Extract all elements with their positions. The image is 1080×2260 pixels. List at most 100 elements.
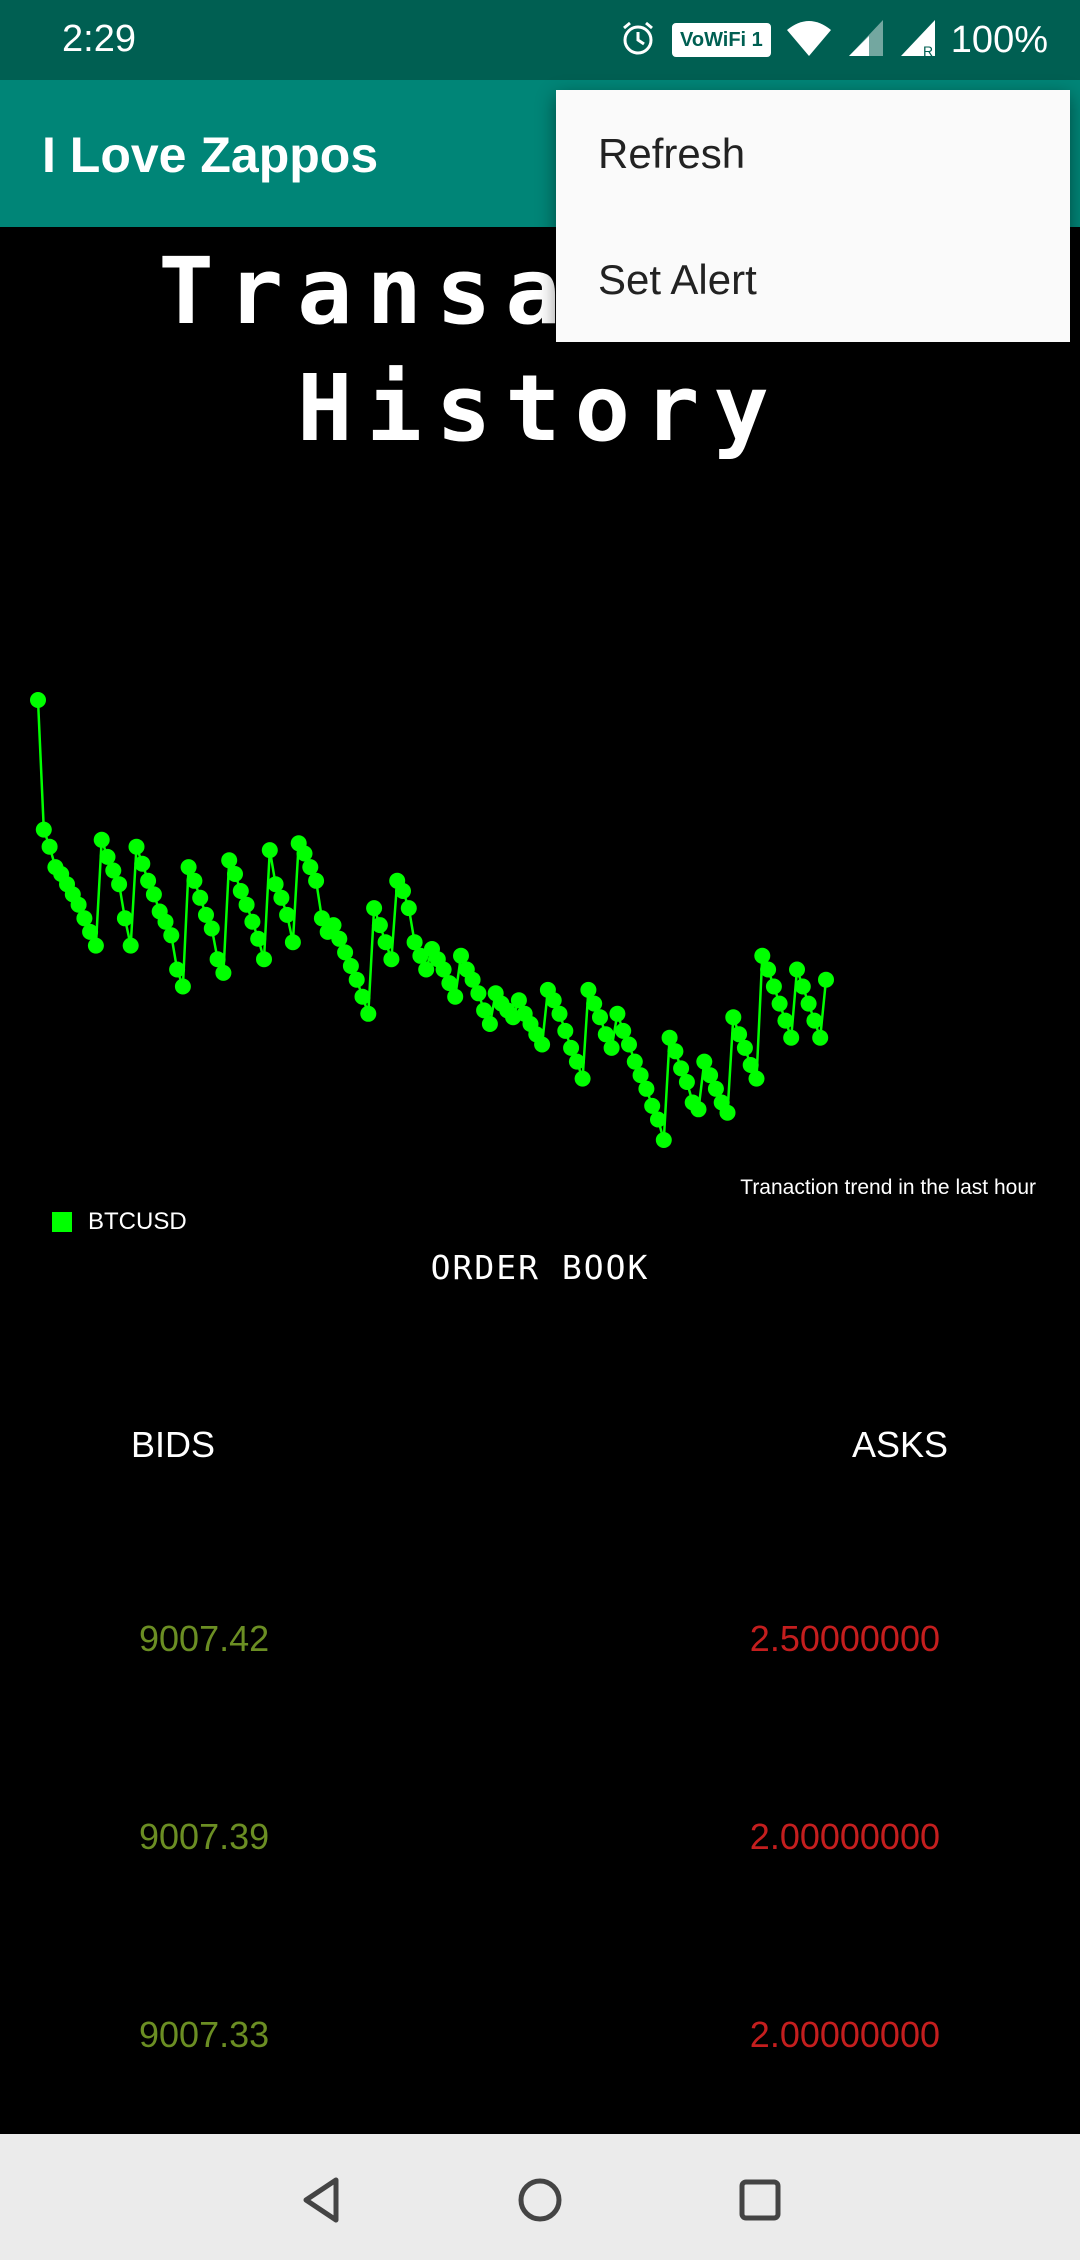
bid-price: 9007.33 xyxy=(139,2014,270,2055)
chart-point xyxy=(597,1026,614,1043)
chart-point xyxy=(366,900,383,917)
chart-point xyxy=(650,1111,666,1128)
chart-point xyxy=(418,961,435,978)
signal-icon xyxy=(847,18,885,63)
chart-point xyxy=(383,951,400,968)
chart-point xyxy=(441,975,458,992)
chart-point xyxy=(673,1060,690,1077)
chart-point xyxy=(105,862,122,879)
chart-point xyxy=(232,883,249,899)
chart-point xyxy=(481,1016,498,1032)
wifi-icon xyxy=(785,18,833,63)
chart-point xyxy=(789,961,805,978)
chart-point xyxy=(313,910,330,927)
chart-point xyxy=(116,910,133,927)
chart-point xyxy=(586,995,603,1012)
page-heading-line2: History xyxy=(297,355,783,462)
chart-point xyxy=(655,1132,672,1148)
alarm-icon xyxy=(618,18,658,63)
chart-point xyxy=(203,920,220,937)
chart-point xyxy=(128,838,145,855)
order-row: 9007.39 2.00000000 xyxy=(0,1816,1080,1876)
status-time: 2:29 xyxy=(62,18,136,60)
chart-point xyxy=(76,910,93,927)
chart-point xyxy=(719,1104,736,1121)
chart-point xyxy=(395,883,411,899)
chart-point xyxy=(267,876,284,893)
chart-point xyxy=(661,1029,678,1046)
chart-point xyxy=(632,1067,649,1084)
chart-point xyxy=(534,1036,551,1053)
chart-point xyxy=(580,981,597,998)
bid-price: 9007.42 xyxy=(139,1618,270,1659)
chart-point xyxy=(812,1029,829,1046)
home-icon[interactable] xyxy=(510,2170,570,2230)
chart-point xyxy=(227,866,243,882)
chart-point xyxy=(70,896,87,913)
chart-point xyxy=(818,971,834,988)
chart-points xyxy=(30,692,834,1148)
chart-point xyxy=(122,937,139,954)
chart-point xyxy=(244,913,261,930)
chart-point xyxy=(145,886,162,903)
ask-amount: 2.00000000 xyxy=(749,2014,940,2055)
chart-point xyxy=(192,889,209,906)
chart-point xyxy=(678,1074,695,1090)
chart-point xyxy=(250,930,267,947)
chart-point xyxy=(464,971,481,988)
chart-point xyxy=(603,1039,620,1056)
chart-point xyxy=(331,930,348,947)
chart-point xyxy=(702,1067,719,1084)
status-bar: 2:29 VoWiFi 1 R 100% xyxy=(0,0,1080,80)
chart-point xyxy=(140,872,157,889)
navigation-bar xyxy=(0,2134,1080,2260)
bids-header: BIDS xyxy=(131,1424,216,1465)
chart-point xyxy=(615,1022,632,1039)
chart-point xyxy=(348,971,365,988)
chart-point xyxy=(563,1039,580,1056)
bid-price: 9007.39 xyxy=(139,1816,270,1857)
chart-point xyxy=(742,1057,759,1073)
chart-point xyxy=(342,958,359,974)
chart-point xyxy=(412,947,429,964)
chart-point xyxy=(296,845,313,862)
chart-legend: BTCUSD xyxy=(52,1208,187,1236)
back-icon[interactable] xyxy=(292,2170,352,2230)
status-icons: VoWiFi 1 R 100% xyxy=(618,14,1048,66)
chart-point xyxy=(557,1022,574,1039)
chart-point xyxy=(337,944,354,961)
chart-point xyxy=(638,1080,655,1097)
chart-point xyxy=(157,913,174,930)
chart-point xyxy=(621,1036,637,1053)
chart-point xyxy=(198,906,214,923)
chart-point xyxy=(609,1005,626,1022)
asks-header: ASKS xyxy=(851,1424,948,1465)
chart-point xyxy=(644,1097,661,1114)
chart-point xyxy=(400,900,417,917)
chart-point xyxy=(574,1070,591,1087)
chart-point xyxy=(279,906,296,923)
chart-point xyxy=(180,859,197,876)
menu-item-refresh[interactable]: Refresh xyxy=(598,130,746,177)
chart-point xyxy=(435,961,452,978)
chart-point xyxy=(771,995,788,1012)
chart-point xyxy=(551,1005,568,1022)
chart-point xyxy=(134,855,151,872)
app-title: I Love Zappos xyxy=(42,127,379,183)
menu-item-set-alert[interactable]: Set Alert xyxy=(598,256,757,303)
chart-point xyxy=(186,872,203,889)
legend-label: BTCUSD xyxy=(88,1208,187,1235)
overflow-menu: Refresh Set Alert xyxy=(556,90,1070,342)
chart-point xyxy=(760,961,777,978)
vowifi-badge: VoWiFi 1 xyxy=(672,23,771,57)
roaming-signal-icon: R xyxy=(899,18,937,63)
chart-point xyxy=(667,1043,684,1060)
recents-icon[interactable] xyxy=(730,2170,790,2230)
chart-point xyxy=(82,923,99,940)
chart-point xyxy=(93,831,110,848)
chart-point xyxy=(377,934,394,951)
chart-point xyxy=(626,1053,643,1070)
chart-point xyxy=(736,1039,753,1056)
chart-point xyxy=(470,985,487,1002)
chart-point xyxy=(30,692,46,708)
